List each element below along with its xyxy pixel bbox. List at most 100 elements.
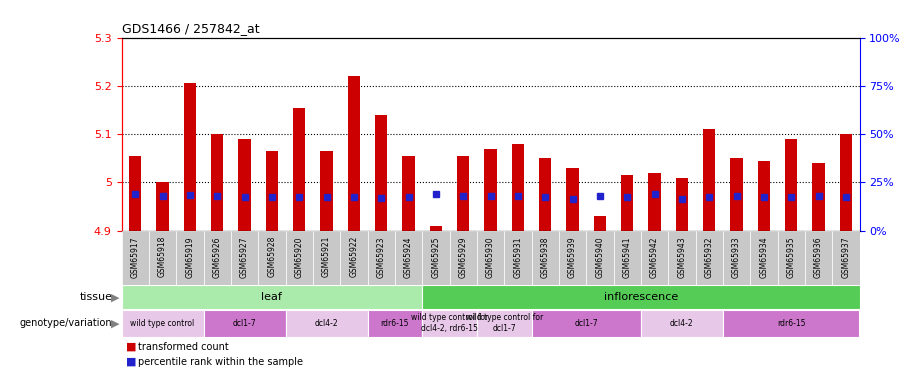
Bar xyxy=(122,310,203,337)
Text: GSM65931: GSM65931 xyxy=(513,236,522,278)
Text: dcl1-7: dcl1-7 xyxy=(233,319,256,328)
Bar xyxy=(539,158,552,231)
Bar xyxy=(586,231,614,285)
Bar xyxy=(176,231,203,285)
Text: GSM65932: GSM65932 xyxy=(705,236,714,278)
Text: GSM65939: GSM65939 xyxy=(568,236,577,278)
Bar xyxy=(751,231,778,285)
Text: GSM65926: GSM65926 xyxy=(212,236,221,278)
Text: GSM65937: GSM65937 xyxy=(842,236,850,278)
Bar xyxy=(805,231,832,285)
Text: wild type control for
dcl4-2, rdr6-15: wild type control for dcl4-2, rdr6-15 xyxy=(411,314,488,333)
Text: GSM65922: GSM65922 xyxy=(349,236,358,278)
Bar xyxy=(157,182,168,231)
Text: wild type control for
dcl1-7: wild type control for dcl1-7 xyxy=(465,314,543,333)
Bar xyxy=(703,129,716,231)
Bar xyxy=(532,310,641,337)
Bar xyxy=(203,310,285,337)
Bar xyxy=(758,160,770,231)
Text: GSM65919: GSM65919 xyxy=(185,236,194,278)
Text: tissue: tissue xyxy=(79,292,112,302)
Text: ■: ■ xyxy=(126,342,137,352)
Bar xyxy=(614,231,641,285)
Bar xyxy=(449,231,477,285)
Text: GSM65918: GSM65918 xyxy=(158,236,167,278)
Text: dcl4-2: dcl4-2 xyxy=(670,319,694,328)
Text: GSM65928: GSM65928 xyxy=(267,236,276,278)
Bar xyxy=(367,310,422,337)
Bar xyxy=(313,231,340,285)
Bar xyxy=(532,231,559,285)
Bar xyxy=(266,151,278,231)
Bar xyxy=(785,139,797,231)
Text: GSM65936: GSM65936 xyxy=(814,236,823,278)
Bar xyxy=(832,231,859,285)
Bar xyxy=(594,216,606,231)
Bar xyxy=(840,134,852,231)
Text: GSM65925: GSM65925 xyxy=(431,236,440,278)
Bar xyxy=(293,108,305,231)
Bar xyxy=(375,115,387,231)
Text: transformed count: transformed count xyxy=(138,342,229,352)
Bar xyxy=(395,231,422,285)
Bar xyxy=(668,231,696,285)
Bar xyxy=(696,231,723,285)
Bar xyxy=(730,158,742,231)
Bar xyxy=(285,310,367,337)
Text: ■: ■ xyxy=(126,357,137,367)
Text: rdr6-15: rdr6-15 xyxy=(777,319,806,328)
Text: dcl1-7: dcl1-7 xyxy=(574,319,598,328)
Bar xyxy=(347,76,360,231)
Bar xyxy=(129,156,141,231)
Bar xyxy=(504,231,532,285)
Text: ▶: ▶ xyxy=(112,292,120,302)
Bar xyxy=(778,231,805,285)
Bar xyxy=(813,163,824,231)
Bar xyxy=(285,231,313,285)
Text: GSM65923: GSM65923 xyxy=(377,236,386,278)
Text: GSM65940: GSM65940 xyxy=(595,236,604,278)
Bar xyxy=(512,144,524,231)
Bar xyxy=(641,310,723,337)
Bar xyxy=(211,134,223,231)
Bar xyxy=(723,231,751,285)
Text: percentile rank within the sample: percentile rank within the sample xyxy=(138,357,302,367)
Bar xyxy=(641,231,668,285)
Bar xyxy=(184,83,196,231)
Bar xyxy=(484,148,497,231)
Text: GSM65930: GSM65930 xyxy=(486,236,495,278)
Text: ▶: ▶ xyxy=(112,318,120,328)
Text: GDS1466 / 257842_at: GDS1466 / 257842_at xyxy=(122,22,259,35)
Bar xyxy=(340,231,367,285)
Text: GSM65934: GSM65934 xyxy=(760,236,769,278)
Bar xyxy=(258,231,285,285)
Text: GSM65941: GSM65941 xyxy=(623,236,632,278)
Text: GSM65921: GSM65921 xyxy=(322,236,331,278)
Bar xyxy=(429,226,442,231)
Text: GSM65938: GSM65938 xyxy=(541,236,550,278)
Bar xyxy=(676,177,688,231)
Bar xyxy=(320,151,333,231)
Text: rdr6-15: rdr6-15 xyxy=(381,319,410,328)
Text: GSM65917: GSM65917 xyxy=(130,236,140,278)
Bar xyxy=(621,175,634,231)
Bar xyxy=(559,231,586,285)
Bar xyxy=(367,231,395,285)
Bar xyxy=(477,231,504,285)
Bar xyxy=(477,310,532,337)
Bar xyxy=(457,156,469,231)
Bar xyxy=(422,285,860,309)
Text: wild type control: wild type control xyxy=(130,319,194,328)
Text: GSM65927: GSM65927 xyxy=(240,236,249,278)
Bar xyxy=(723,310,860,337)
Bar xyxy=(230,231,258,285)
Text: inflorescence: inflorescence xyxy=(604,292,678,302)
Bar xyxy=(422,231,449,285)
Bar xyxy=(238,139,250,231)
Bar xyxy=(122,231,148,285)
Bar xyxy=(122,285,422,309)
Text: GSM65920: GSM65920 xyxy=(294,236,303,278)
Text: GSM65933: GSM65933 xyxy=(732,236,741,278)
Text: GSM65942: GSM65942 xyxy=(650,236,659,278)
Text: leaf: leaf xyxy=(261,292,283,302)
